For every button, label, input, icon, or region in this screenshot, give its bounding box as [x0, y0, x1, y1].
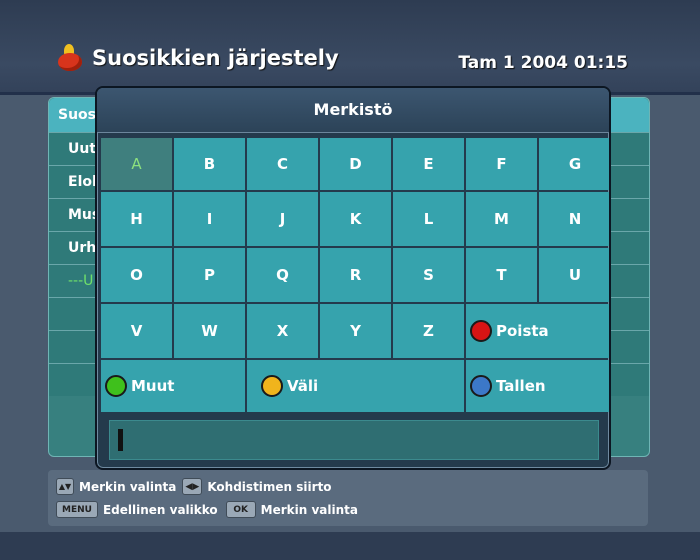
charset-dialog: Merkistö A B C D E F G H I J K L M N O P…	[95, 86, 611, 470]
key-w[interactable]: W	[174, 304, 245, 358]
more-label: Muut	[131, 377, 175, 395]
header-title-group: Suosikkien järjestely	[56, 44, 339, 72]
favorites-flame-icon	[56, 44, 84, 72]
space-label: Väli	[287, 377, 319, 395]
hint-prev-menu: Edellinen valikko	[102, 502, 218, 517]
key-z[interactable]: Z	[393, 304, 464, 358]
red-button-icon	[470, 320, 492, 342]
key-n[interactable]: N	[539, 192, 609, 246]
keyboard-grid: A B C D E F G H I J K L M N O P Q R S T …	[101, 138, 609, 412]
delete-label: Poista	[496, 322, 549, 340]
key-o[interactable]: O	[101, 248, 172, 302]
list-item-label: ---U	[68, 273, 94, 289]
hint-row-1: ▲▼ Merkin valinta ◀▶ Kohdistimen siirto	[56, 478, 332, 495]
dialog-title: Merkistö	[97, 88, 609, 133]
header-bar: Suosikkien järjestely Tam 1 2004 01:15	[0, 0, 700, 95]
key-y[interactable]: Y	[320, 304, 391, 358]
key-b[interactable]: B	[174, 138, 245, 190]
key-m[interactable]: M	[466, 192, 537, 246]
key-a[interactable]: A	[101, 138, 172, 190]
key-s[interactable]: S	[393, 248, 464, 302]
hint-move-cursor: Kohdistimen siirto	[207, 479, 332, 494]
key-k[interactable]: K	[320, 192, 391, 246]
key-i[interactable]: I	[174, 192, 245, 246]
key-r[interactable]: R	[320, 248, 391, 302]
text-cursor	[118, 429, 123, 451]
key-h[interactable]: H	[101, 192, 172, 246]
key-j[interactable]: J	[247, 192, 318, 246]
space-button[interactable]: Väli	[247, 360, 464, 412]
key-t[interactable]: T	[466, 248, 537, 302]
left-right-arrows-icon: ◀▶	[182, 478, 203, 495]
save-label: Tallen	[496, 377, 546, 395]
bottom-band	[0, 532, 700, 560]
name-input-field[interactable]	[109, 420, 599, 460]
delete-button[interactable]: Poista	[466, 304, 609, 358]
key-e[interactable]: E	[393, 138, 464, 190]
hint-select-char-ok: Merkin valinta	[260, 502, 358, 517]
green-button-icon	[105, 375, 127, 397]
key-p[interactable]: P	[174, 248, 245, 302]
key-hints-bar: ▲▼ Merkin valinta ◀▶ Kohdistimen siirto …	[48, 470, 648, 526]
menu-key-badge: MENU	[56, 501, 98, 518]
save-button[interactable]: Tallen	[466, 360, 609, 412]
page-title: Suosikkien järjestely	[92, 46, 339, 70]
hint-select-char: Merkin valinta	[79, 479, 177, 494]
key-q[interactable]: Q	[247, 248, 318, 302]
key-x[interactable]: X	[247, 304, 318, 358]
key-c[interactable]: C	[247, 138, 318, 190]
more-chars-button[interactable]: Muut	[101, 360, 245, 412]
clock-datetime: Tam 1 2004 01:15	[458, 53, 628, 73]
key-f[interactable]: F	[466, 138, 537, 190]
yellow-button-icon	[261, 375, 283, 397]
ok-key-badge: OK	[225, 501, 256, 518]
key-g[interactable]: G	[539, 138, 609, 190]
key-l[interactable]: L	[393, 192, 464, 246]
blue-button-icon	[470, 375, 492, 397]
up-down-arrows-icon: ▲▼	[56, 478, 74, 495]
key-u[interactable]: U	[539, 248, 609, 302]
key-d[interactable]: D	[320, 138, 391, 190]
hint-row-2: MENU Edellinen valikko OK Merkin valinta	[56, 501, 358, 518]
key-v[interactable]: V	[101, 304, 172, 358]
